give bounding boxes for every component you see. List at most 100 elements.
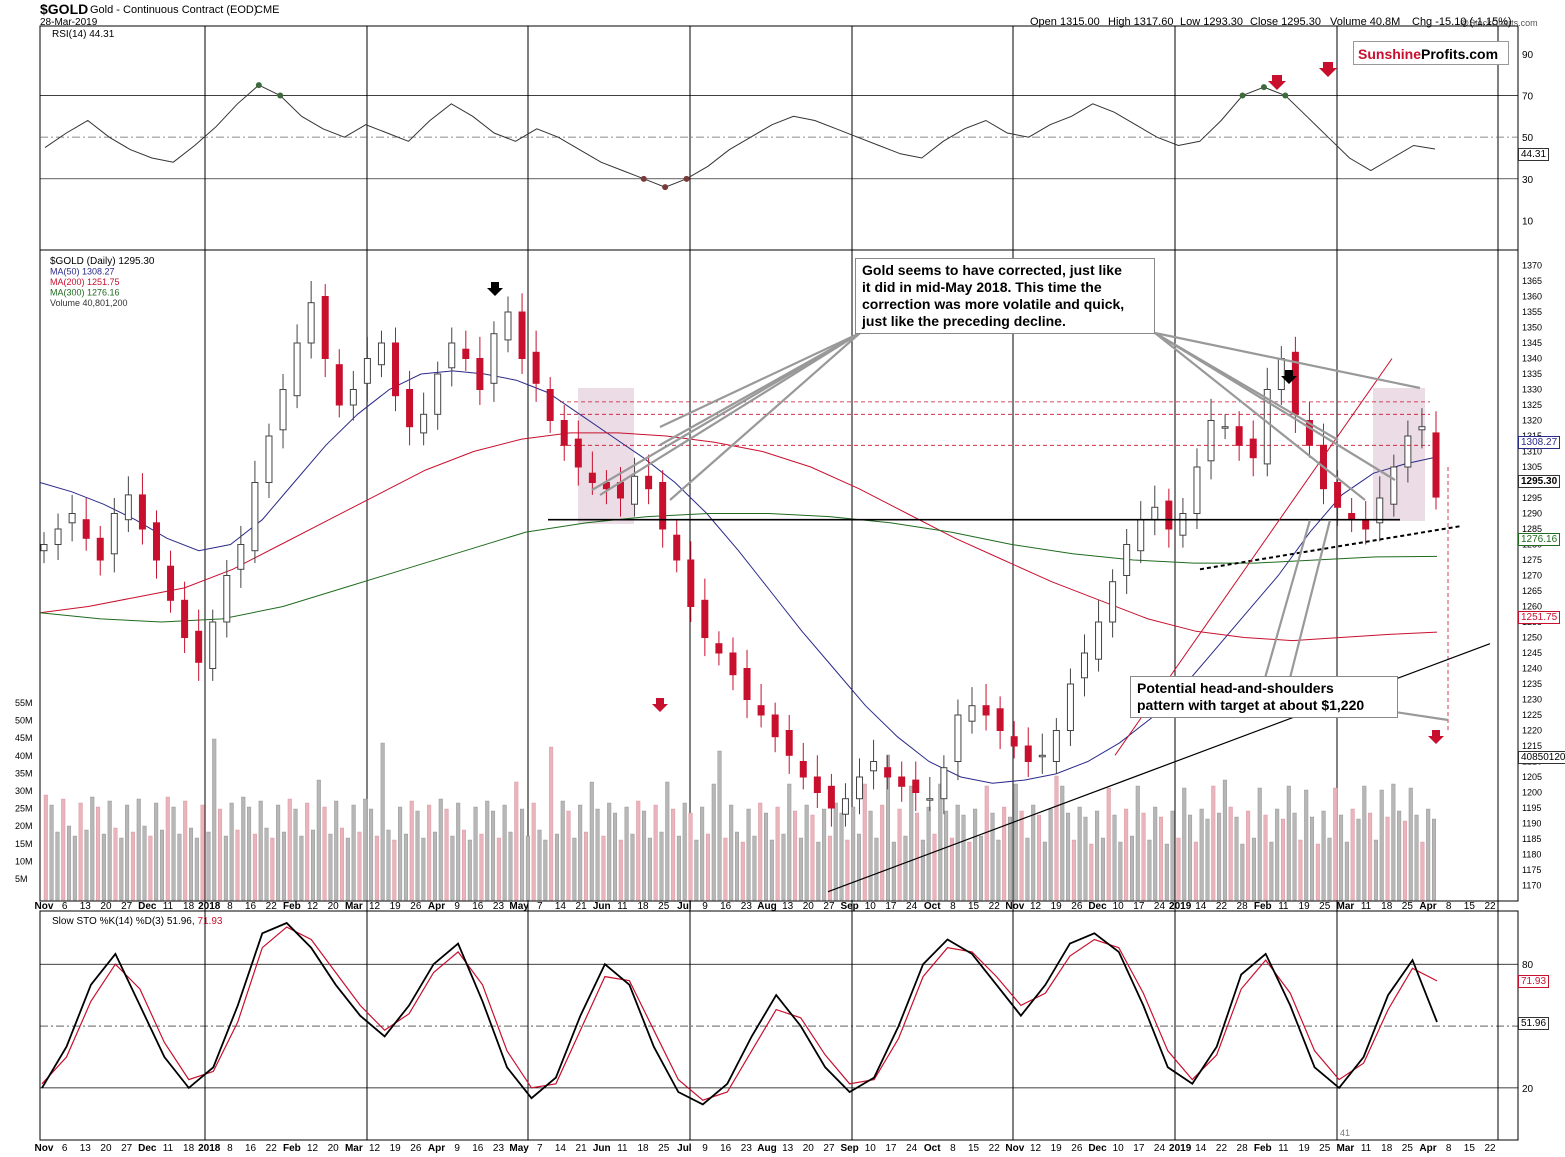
volume-bar: [642, 810, 647, 901]
volume-bar: [491, 810, 496, 901]
x-axis-label: 10: [1113, 901, 1125, 912]
volume-bar: [72, 835, 77, 901]
volume-bar: [467, 839, 472, 901]
x-axis-label: 7: [537, 901, 543, 912]
x-axis-label-bottom: Dec: [138, 1143, 157, 1154]
volume-bar: [868, 810, 873, 901]
volume-bar: [1373, 839, 1378, 901]
volume-bar: [403, 833, 408, 901]
volume-bar: [1129, 835, 1134, 901]
volume-bar: [967, 841, 972, 901]
volume-bar: [874, 837, 879, 901]
volume-bar: [328, 833, 333, 901]
volume-bar: [49, 804, 54, 901]
volume-bar: [1420, 841, 1425, 901]
price-tick-label: 1325: [1522, 400, 1542, 410]
rsi-tick-label: 10: [1522, 216, 1534, 227]
volume-bar: [444, 808, 449, 901]
x-axis-label: Aug: [757, 901, 776, 912]
chart-date: 28-Mar-2019: [40, 17, 98, 28]
sto-panel-frame: [39, 910, 1519, 1141]
volume-bar: [1100, 837, 1105, 901]
x-axis-label: 14: [1195, 901, 1207, 912]
volume-bar: [340, 827, 345, 901]
volume-bar: [374, 835, 379, 901]
x-axis-label-bottom: 16: [472, 1143, 484, 1154]
rsi-overbought-point: [277, 92, 284, 99]
x-axis-label: 9: [454, 901, 460, 912]
x-axis-label-bottom: 16: [245, 1143, 257, 1154]
price-tick-label: 1260: [1522, 602, 1542, 612]
x-axis-label-bottom: 22: [1484, 1143, 1496, 1154]
volume-bar: [572, 837, 577, 901]
candle-body: [799, 761, 807, 778]
x-axis-label: 23: [493, 901, 505, 912]
volume-bar: [1095, 810, 1100, 901]
ma300-tag: 1276.16: [1518, 533, 1561, 546]
rsi-tick-label: 50: [1522, 133, 1534, 144]
volume-bar: [682, 802, 687, 901]
volume-bar: [78, 802, 83, 901]
volume-bar: [1327, 837, 1332, 901]
candle-body: [1193, 466, 1201, 514]
volume-bar: [1118, 841, 1123, 901]
x-axis-label: 16: [245, 901, 257, 912]
candle-body: [1109, 581, 1117, 623]
volume-bar: [1397, 810, 1402, 901]
volume-bar: [1083, 816, 1088, 901]
volume-bar: [891, 841, 896, 901]
volume-bar: [961, 814, 966, 901]
x-axis-label: 9: [702, 901, 708, 912]
x-axis-label-bottom: 18: [183, 1143, 195, 1154]
candle-body: [1038, 754, 1046, 758]
x-axis-label-bottom: 8: [1446, 1143, 1452, 1154]
price-tick-label: 1320: [1522, 416, 1542, 426]
volume-bar: [595, 808, 600, 901]
price-tick-label: 1265: [1522, 586, 1542, 596]
x-axis-label-bottom: 16: [720, 1143, 732, 1154]
price-tick-label: 1365: [1522, 276, 1542, 286]
candle-body: [1179, 513, 1187, 536]
volume-bar: [665, 781, 670, 901]
price-legend-item: MA(50) 1308.27: [50, 267, 115, 277]
x-axis-label: 25: [658, 901, 670, 912]
volume-bar: [1176, 837, 1181, 901]
x-axis-label-bottom: Apr: [428, 1143, 445, 1154]
volume-bar: [647, 837, 652, 901]
volume-bar: [432, 831, 437, 901]
volume-bar: [462, 829, 467, 901]
x-axis-label: 11: [1361, 901, 1372, 912]
volume-bar: [1426, 808, 1431, 901]
price-tick-label: 1350: [1522, 323, 1542, 333]
candle-body: [251, 482, 259, 552]
annotation-pointer: [599, 332, 861, 496]
volume-bar: [223, 835, 228, 901]
x-axis-label-bottom: 15: [1464, 1143, 1476, 1154]
volume-bar: [729, 804, 734, 901]
volume-bar: [177, 833, 182, 901]
volume-bar: [1025, 837, 1030, 901]
volume-bar: [1222, 779, 1227, 901]
x-axis-label: Jun: [593, 901, 611, 912]
candle-body: [152, 522, 160, 561]
volume-bar: [90, 796, 95, 901]
volume-bar: [357, 831, 362, 901]
brand-logo: SunshineProfits.com: [1353, 41, 1509, 65]
price-tick-label: 1205: [1522, 772, 1542, 782]
x-axis-label: 24: [906, 901, 918, 912]
price-tick-label: 1215: [1522, 741, 1542, 751]
candle-body: [856, 776, 864, 800]
candle-body: [870, 761, 878, 772]
volume-bar: [189, 827, 194, 901]
x-axis-label-bottom: 2018: [198, 1143, 221, 1154]
volume-bar: [229, 802, 234, 901]
volume-bar: [1292, 812, 1297, 901]
volume-bar: [212, 738, 217, 901]
volume-bar: [845, 839, 850, 901]
candle-body: [645, 475, 653, 490]
close-tag: 1295.30: [1518, 475, 1561, 488]
x-axis-label-bottom: 12: [307, 1143, 319, 1154]
candle-body: [1080, 652, 1088, 679]
volume-bar: [427, 804, 432, 901]
candle-body: [138, 494, 146, 530]
